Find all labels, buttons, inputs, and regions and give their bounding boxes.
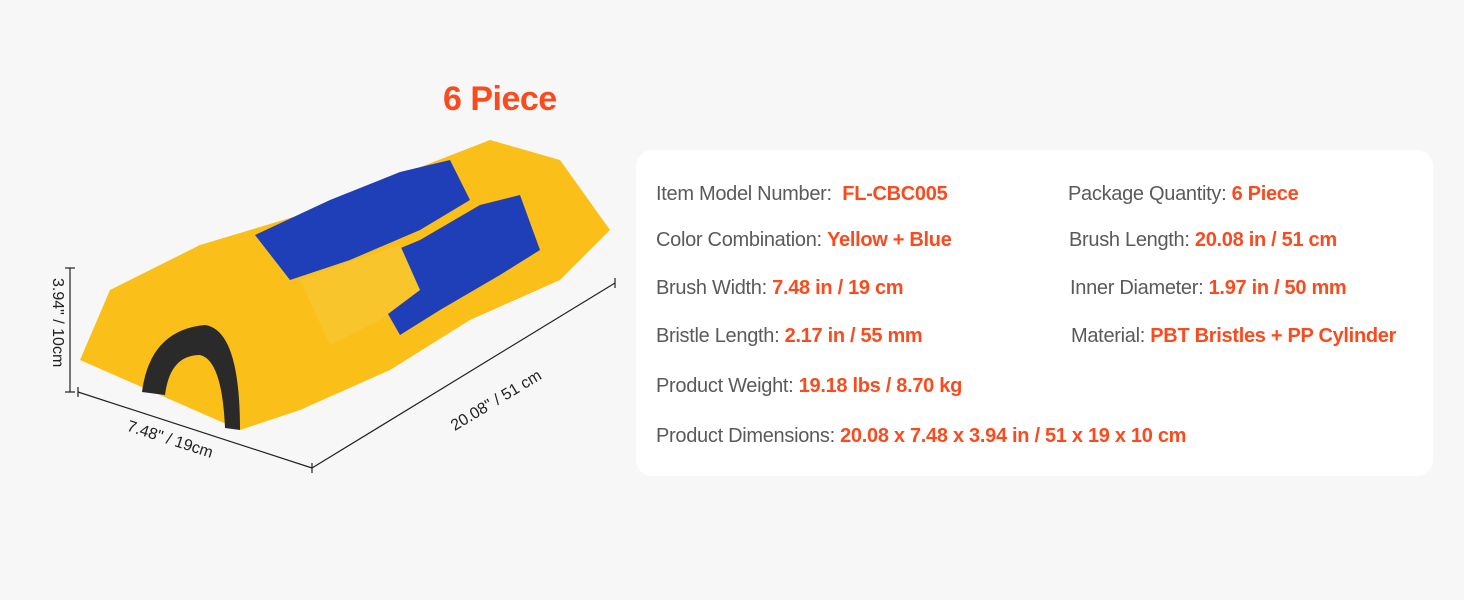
product-title: 6 Piece <box>443 80 557 118</box>
spec-material: Material: PBT Bristles + PP Cylinder <box>1071 325 1397 347</box>
brush-image <box>65 140 616 473</box>
brush-illustration <box>80 140 610 430</box>
spec-product-weight: Product Weight: 19.18 lbs / 8.70 kg <box>656 375 962 397</box>
spec-product-dimensions: Product Dimensions: 20.08 x 7.48 x 3.94 … <box>656 425 1187 447</box>
dimension-lines <box>65 267 616 473</box>
height-dimension-label: 3.94" / 10cm <box>49 278 66 368</box>
spec-inner-diameter: Inner Diameter: 1.97 in / 50 mm <box>1070 277 1347 299</box>
spec-brush-length: Brush Length: 20.08 in / 51 cm <box>1069 229 1337 251</box>
spec-brush-width: Brush Width: 7.48 in / 19 cm <box>656 277 904 299</box>
spec-package-quantity: Package Quantity: 6 Piece <box>1068 183 1299 205</box>
spec-bristle-length: Bristle Length: 2.17 in / 55 mm <box>656 325 923 347</box>
specs-card: Item Model Number: FL-CBC005 Package Qua… <box>636 150 1433 476</box>
yellow-band <box>300 245 420 345</box>
spec-model-number: Item Model Number: FL-CBC005 <box>656 183 948 205</box>
blue-band-1 <box>255 160 470 280</box>
spec-color-combination: Color Combination: Yellow + Blue <box>656 229 952 251</box>
core-arch <box>142 325 240 430</box>
